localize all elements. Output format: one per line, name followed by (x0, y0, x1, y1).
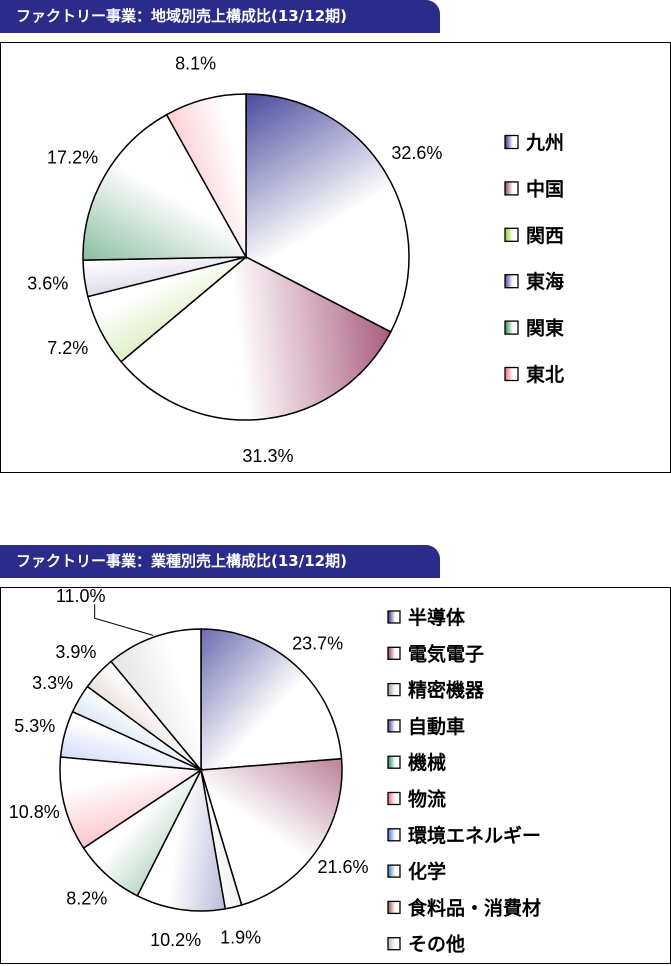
legend-swatch (387, 610, 401, 624)
legend-label: 東北 (526, 363, 564, 386)
pie-slice-2 (200, 757, 343, 906)
pie-slice-5 (82, 113, 248, 261)
legend-label: 東海 (526, 270, 564, 293)
legend-swatch (387, 755, 401, 769)
industry-chart-panel: ファクトリー事業：業種別売上構成比(13/12期) 23.7% 21.6% 1.9%… (0, 545, 671, 966)
pie-slice-1 (200, 628, 343, 771)
legend-swatch (504, 366, 519, 382)
industry-chart-title: ファクトリー事業：業種別売上構成比(13/12期) (0, 545, 440, 578)
legend-swatch (504, 227, 519, 242)
slice-value-label: 21.6% (318, 857, 369, 877)
legend-label: 物流 (408, 788, 446, 811)
legend-label: 中国 (526, 177, 564, 200)
legend-item: 関西 (504, 225, 564, 247)
pie-slice-6 (59, 756, 204, 850)
legend-item: 東海 (504, 270, 564, 293)
region-chart-panel: ファクトリー事業：地域別売上構成比(13/12期) 32.6% 31.3% 7.2%… (0, 0, 671, 475)
slice-value-label: 3.9% (55, 642, 96, 662)
legend-swatch (387, 828, 401, 842)
legend-label: 半導体 (408, 606, 466, 629)
legend-label: 自動車 (408, 715, 465, 738)
slice-value-label: 17.2% (47, 147, 98, 167)
legend-swatch (387, 719, 401, 733)
pie-slice-4 (136, 767, 227, 912)
legend-swatch (387, 682, 401, 697)
slice-value-label: 1.9% (220, 927, 261, 947)
slice-value-label: 7.2% (47, 338, 88, 358)
pie-slice-2 (120, 256, 392, 421)
legend-swatch (504, 134, 519, 150)
pie-slice-6 (165, 93, 247, 260)
industry-pie-chart: 23.7% 21.6% 1.9% 10.2% 8.2% 10.8% 5.3% 3.3% 3.9%… (9, 586, 541, 956)
slice-value-label: 11.0% (56, 586, 106, 606)
legend-label: 関西 (526, 225, 564, 247)
legend-item: 関東 (504, 317, 564, 340)
legend-item: 化学 (387, 860, 446, 883)
legend-swatch (504, 274, 519, 289)
pie-slice-1 (245, 93, 410, 333)
slice-value-label: 8.2% (66, 889, 107, 909)
slice-value-label: 31.3% (242, 446, 293, 466)
legend-swatch (504, 320, 519, 335)
slice-value-label: 23.7% (292, 634, 343, 654)
legend-item: 九州 (504, 132, 564, 154)
slice-value-label: 10.8% (9, 802, 60, 822)
slice-value-label: 3.3% (32, 673, 73, 693)
slice-value-label: 8.1% (175, 53, 216, 73)
slice-value-label: 3.6% (27, 273, 68, 293)
legend-label: 食料品・消費材 (408, 896, 541, 919)
legend-label: 精密機器 (408, 679, 485, 702)
legend-swatch (387, 791, 401, 806)
legend-swatch (504, 181, 519, 196)
legend-item: 電気電子 (387, 642, 484, 665)
legend-swatch (387, 646, 401, 660)
legend-label: 電気電子 (408, 642, 484, 665)
legend-swatch (387, 937, 401, 951)
legend-item: 機械 (387, 751, 446, 774)
legend-item: 精密機器 (387, 679, 485, 702)
legend-label: 化学 (408, 860, 446, 883)
legend-label: 関東 (526, 317, 564, 340)
legend-label: その他 (408, 933, 465, 956)
legend-item: 東北 (504, 363, 564, 386)
pie-slice-10 (109, 628, 202, 773)
legend-item: 自動車 (387, 715, 465, 738)
legend-label: 九州 (525, 132, 564, 154)
legend-item: その他 (387, 933, 465, 956)
legend-item: 半導体 (387, 606, 466, 629)
legend-label: 環境エネルギー (408, 824, 541, 847)
leader-line (94, 604, 154, 636)
legend-item: 中国 (504, 177, 564, 200)
legend-item: 環境エネルギー (387, 824, 541, 847)
legend-item: 食料品・消費材 (387, 896, 541, 919)
slice-value-label: 10.2% (150, 930, 201, 950)
region-chart-title: ファクトリー事業：地域別売上構成比(13/12期) (0, 0, 440, 33)
legend-swatch (387, 900, 401, 915)
slice-value-label: 5.3% (14, 716, 55, 736)
legend-label: 機械 (408, 751, 446, 774)
legend-item: 物流 (387, 788, 446, 811)
slice-value-label: 32.6% (391, 143, 442, 163)
legend-swatch (387, 864, 401, 878)
